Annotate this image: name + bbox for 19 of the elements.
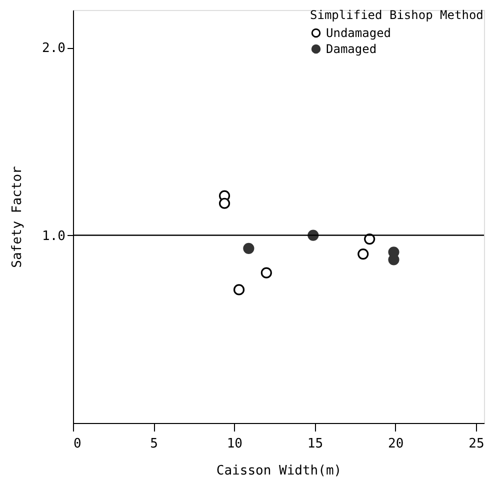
- x-tick-label: 5: [150, 436, 158, 452]
- x-tick-label: 20: [388, 436, 404, 452]
- legend-label: Undamaged: [326, 26, 392, 40]
- x-tick-label: 10: [226, 436, 243, 452]
- point: [358, 248, 369, 260]
- x-tick-label: 15: [307, 436, 324, 452]
- point: [388, 254, 400, 266]
- legend-title: Simplified Bishop Method: [310, 8, 484, 22]
- y-tick-label: 1.0: [42, 228, 66, 244]
- x-axis-title: Caisson Width(m): [216, 464, 342, 478]
- y-axis-title: Safety Factor: [10, 166, 26, 268]
- x-tick-label: 0: [74, 436, 82, 452]
- point: [243, 242, 254, 254]
- legend-label: Damaged: [326, 42, 377, 56]
- x-tick-label: 25: [468, 436, 484, 452]
- y-tick-label: 2.0: [42, 41, 66, 56]
- point: [260, 267, 272, 278]
- point: [218, 198, 230, 209]
- point: [233, 284, 245, 296]
